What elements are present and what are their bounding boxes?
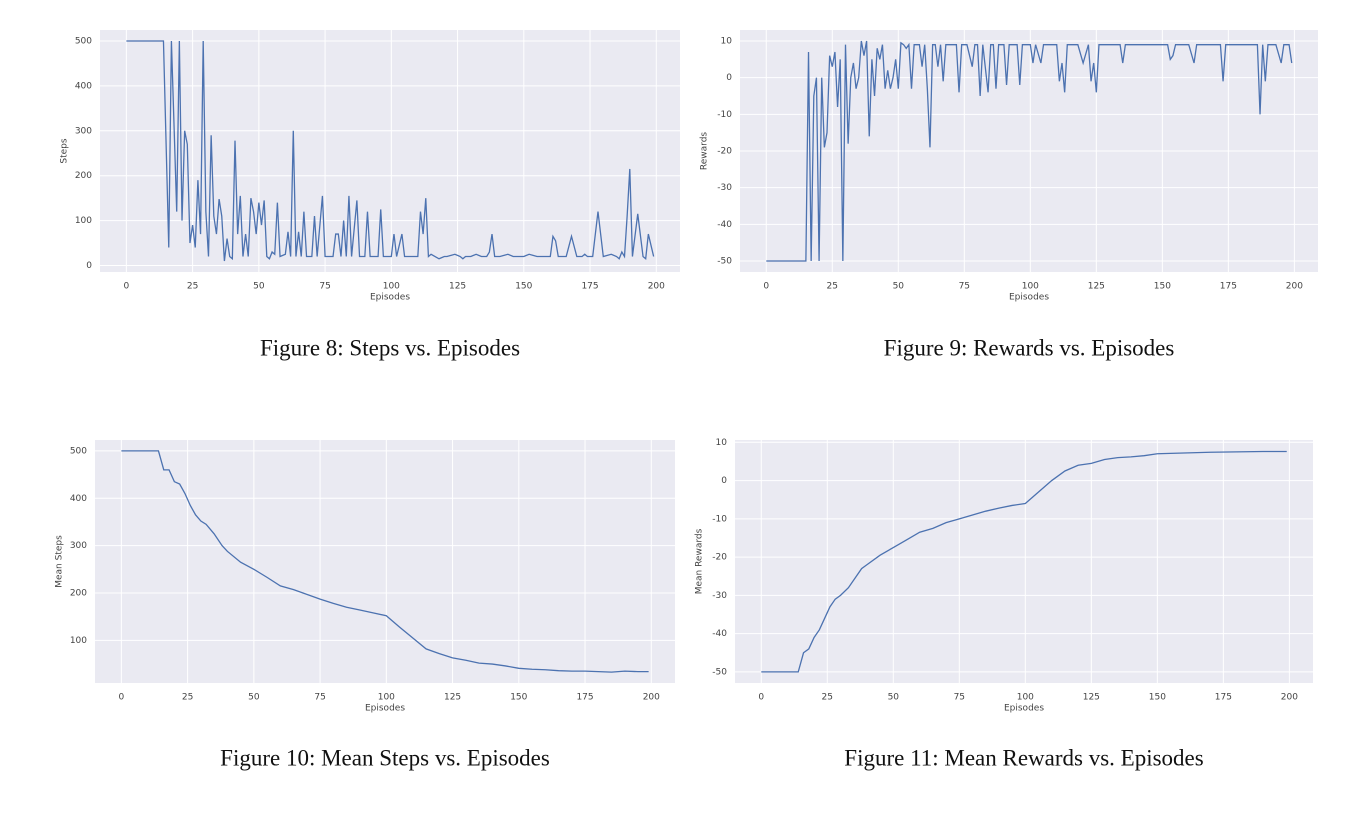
y-tick-label: 500: [75, 37, 92, 47]
plot-area: [100, 30, 680, 272]
y-axis-label: Mean Steps: [55, 535, 65, 588]
x-axis-label: Episodes: [1004, 704, 1044, 714]
y-tick-label: -50: [717, 257, 732, 267]
y-tick-label: -20: [717, 147, 732, 157]
x-tick-label: 200: [1286, 282, 1303, 292]
y-tick-label: -20: [712, 553, 727, 563]
y-tick-label: 500: [70, 446, 87, 456]
y-tick-label: 300: [70, 541, 87, 551]
x-tick-label: 200: [1281, 693, 1298, 703]
x-tick-label: 75: [959, 282, 970, 292]
y-tick-label: -30: [717, 183, 732, 193]
y-tick-label: -30: [712, 591, 727, 601]
x-tick-label: 25: [182, 693, 193, 703]
y-tick-label: 0: [86, 261, 92, 271]
y-tick-label: -40: [712, 629, 727, 639]
x-tick-label: 150: [515, 282, 532, 292]
y-tick-label: -50: [712, 667, 727, 677]
plot-area: [95, 440, 675, 683]
y-tick-label: -40: [717, 220, 732, 230]
y-axis-label: Rewards: [700, 132, 710, 171]
x-tick-label: 175: [581, 282, 598, 292]
x-tick-label: 175: [1220, 282, 1237, 292]
y-tick-label: 0: [726, 73, 732, 83]
figure-caption: Figure 10: Mean Steps vs. Episodes: [220, 745, 550, 770]
x-tick-label: 100: [383, 282, 400, 292]
figure-caption: Figure 11: Mean Rewards vs. Episodes: [844, 745, 1203, 770]
x-axis-label: Episodes: [1009, 293, 1049, 303]
x-tick-label: 150: [1154, 282, 1171, 292]
plot-area: [735, 440, 1313, 683]
y-tick-label: 10: [716, 438, 728, 448]
y-tick-label: 300: [75, 126, 92, 136]
x-tick-label: 0: [763, 282, 769, 292]
data-line: [761, 450, 1287, 673]
y-tick-label: 200: [70, 589, 87, 599]
x-tick-label: 50: [253, 282, 265, 292]
x-tick-label: 100: [1022, 282, 1039, 292]
y-tick-label: 100: [75, 216, 92, 226]
x-tick-label: 0: [118, 693, 124, 703]
x-tick-label: 75: [319, 282, 330, 292]
y-axis-label: Mean Rewards: [695, 528, 705, 594]
x-tick-label: 25: [822, 693, 833, 703]
y-tick-label: 400: [70, 494, 87, 504]
y-tick-label: 0: [721, 476, 727, 486]
figure-caption: Figure 8: Steps vs. Episodes: [260, 335, 520, 360]
x-tick-label: 125: [1083, 693, 1100, 703]
figure-caption: Figure 9: Rewards vs. Episodes: [884, 335, 1175, 360]
x-tick-label: 0: [123, 282, 129, 292]
x-tick-label: 75: [954, 693, 965, 703]
x-tick-label: 125: [449, 282, 466, 292]
x-tick-label: 175: [1215, 693, 1232, 703]
x-tick-label: 25: [187, 282, 198, 292]
x-tick-label: 175: [576, 693, 593, 703]
x-axis-label: Episodes: [365, 704, 405, 714]
x-tick-label: 200: [648, 282, 665, 292]
y-tick-label: 400: [75, 81, 92, 91]
y-tick-label: 10: [721, 37, 733, 47]
data-line: [126, 40, 655, 262]
x-tick-label: 150: [510, 693, 527, 703]
data-line: [121, 450, 649, 673]
x-tick-label: 125: [1088, 282, 1105, 292]
x-tick-label: 125: [444, 693, 461, 703]
x-tick-label: 50: [248, 693, 260, 703]
y-tick-label: -10: [712, 514, 727, 524]
y-tick-label: 100: [70, 636, 87, 646]
data-line: [766, 40, 1293, 262]
x-tick-label: 100: [378, 693, 395, 703]
y-axis-label: Steps: [60, 138, 70, 163]
x-tick-label: 75: [314, 693, 325, 703]
x-tick-label: 100: [1017, 693, 1034, 703]
x-tick-label: 200: [643, 693, 660, 703]
x-tick-label: 50: [893, 282, 905, 292]
x-tick-label: 50: [888, 693, 900, 703]
y-tick-label: -10: [717, 110, 732, 120]
x-tick-label: 25: [827, 282, 838, 292]
x-axis-label: Episodes: [370, 293, 410, 303]
y-tick-label: 200: [75, 171, 92, 181]
x-tick-label: 150: [1149, 693, 1166, 703]
x-tick-label: 0: [758, 693, 764, 703]
